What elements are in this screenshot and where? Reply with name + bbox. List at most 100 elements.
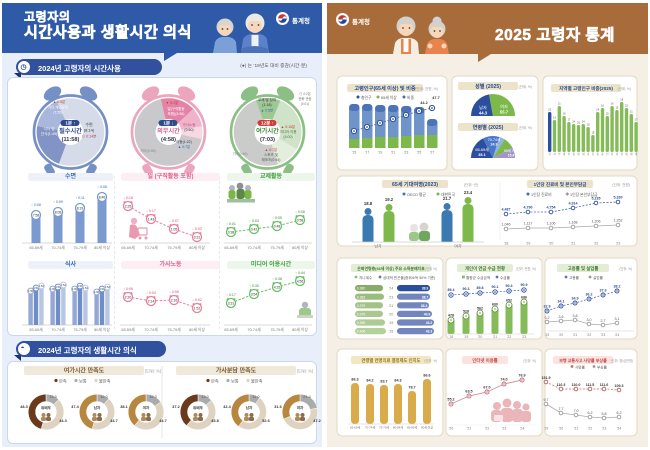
svg-text:(11:58): (11:58) (62, 137, 80, 143)
svg-text:제: 제 (625, 152, 628, 156)
svg-text:실업률: 실업률 (593, 275, 604, 280)
svg-text:남자: 남자 (479, 104, 487, 111)
svg-text:18: 18 (591, 131, 594, 135)
svg-text:32.9: 32.9 (544, 305, 551, 309)
svg-text:3:31: 3:31 (228, 302, 235, 306)
svg-text:'18: '18 (389, 330, 394, 334)
svg-text:전: 전 (549, 152, 552, 156)
svg-text:(단위: 명/십만명): (단위: 명/십만명) (611, 358, 633, 363)
svg-text:65-69세: 65-69세 (350, 425, 360, 430)
svg-text:교제 및 참여: 교제 및 참여 (258, 97, 276, 102)
svg-text:16: 16 (601, 104, 604, 108)
svg-text:18.8: 18.8 (364, 201, 373, 206)
svg-text:(단위: 년): (단위: 년) (464, 182, 478, 187)
svg-text:경: 경 (621, 152, 624, 156)
svg-text:80세 이상: 80세 이상 (292, 327, 308, 332)
svg-text:85세 이상: 85세 이상 (504, 148, 518, 153)
svg-text:⊙ 0:2분: ⊙ 0:2분 (299, 91, 311, 96)
svg-text:부상률: 부상률 (597, 364, 608, 369)
svg-text:(단위: 천원): (단위: 천원) (612, 182, 630, 187)
svg-text:(단위: %): (단위: %) (523, 358, 536, 363)
svg-text:의무시간: 의무시간 (157, 127, 180, 135)
svg-text:전: 전 (606, 152, 609, 156)
svg-text:남자: 남자 (246, 405, 253, 410)
svg-text:(0:50): (0:50) (184, 128, 193, 132)
svg-text:15.3: 15.3 (149, 395, 156, 399)
svg-text:0:42: 0:42 (251, 228, 258, 232)
svg-text:경: 경 (587, 152, 590, 156)
svg-text:75-79세: 75-79세 (167, 327, 181, 332)
svg-text:↓ 0:06: ↓ 0:06 (169, 290, 179, 294)
svg-text:1분 ↓: 1분 ↓ (163, 121, 173, 127)
svg-text:↑ 0:30: ↑ 0:30 (249, 284, 259, 288)
svg-text:'18: '18 (449, 335, 454, 339)
svg-text:간식(1:49): 간식(1:49) (41, 131, 57, 136)
svg-text:151.9: 151.9 (542, 376, 551, 380)
svg-text:65-69세: 65-69세 (121, 245, 135, 250)
svg-text:3.6: 3.6 (559, 315, 564, 319)
svg-text:70-74세: 70-74세 (144, 327, 158, 332)
svg-text:(단위: %): (단위: %) (424, 358, 437, 363)
svg-text:2:25: 2:25 (125, 205, 132, 209)
svg-text:47.4: 47.4 (71, 405, 79, 409)
svg-text:65세 이상: 65세 이상 (381, 95, 397, 100)
svg-text:상대적 빈곤율(중위소득 50% 기준): 상대적 빈곤율(중위소득 50% 기준) (383, 275, 435, 280)
svg-text:여자: 여자 (297, 405, 304, 410)
svg-text:인: 인 (568, 152, 571, 156)
svg-text:9.7: 9.7 (544, 398, 549, 402)
svg-text:65-69세: 65-69세 (29, 327, 43, 332)
svg-text:▲ 0:7분: ▲ 0:7분 (265, 147, 278, 152)
svg-text:제: 제 (630, 152, 633, 156)
svg-text:(단위: 천원, %): (단위: 천원, %) (516, 266, 536, 271)
svg-text:652: 652 (506, 299, 512, 303)
svg-text:21: 21 (630, 110, 633, 114)
svg-text:0.376: 0.376 (357, 313, 366, 317)
svg-text:'23: '23 (601, 333, 606, 337)
svg-text:'21: '21 (571, 242, 576, 246)
svg-text:80세 이상: 80세 이상 (189, 327, 205, 332)
svg-text:43.3: 43.3 (426, 330, 433, 334)
svg-text:(단위: %): (단위: %) (619, 266, 632, 271)
svg-text:24: 24 (596, 108, 599, 112)
svg-text:528: 528 (463, 310, 469, 314)
svg-text:제: 제 (635, 152, 638, 156)
svg-text:여가시간: 여가시간 (256, 127, 279, 135)
svg-text:1:52: 1:52 (61, 283, 67, 287)
svg-text:1인당 진료비: 1인당 진료비 (531, 192, 552, 197)
svg-text:성별 (2025): 성별 (2025) (475, 82, 501, 90)
svg-text:25: 25 (577, 121, 580, 125)
svg-text:562: 562 (477, 307, 483, 311)
svg-text:86.6: 86.6 (423, 374, 430, 378)
svg-text:17: 17 (567, 118, 570, 122)
svg-text:대한민국: 대한민국 (441, 192, 455, 197)
svg-text:84.2: 84.2 (366, 379, 373, 383)
svg-text:↑ 0:03: ↑ 0:03 (249, 219, 259, 223)
svg-text:만족: 만족 (59, 377, 67, 384)
svg-text:⊙ 0:14분: ⊙ 0:14분 (82, 134, 98, 139)
svg-text:696: 696 (521, 296, 527, 300)
svg-text:남자: 남자 (374, 243, 382, 249)
svg-text:1:43: 1:43 (148, 218, 155, 222)
svg-text:고령인구(65세 이상) 및 비중: 고령인구(65세 이상) 및 비중 (354, 84, 416, 92)
svg-text:기타 개인유지: 기타 개인유지 (48, 105, 68, 110)
svg-text:'20: '20 (389, 313, 394, 317)
svg-text:70-74세: 70-74세 (51, 245, 65, 250)
svg-text:1인당 본인부담금: 1인당 본인부담금 (570, 192, 598, 197)
svg-text:(단위: %): (단위: %) (519, 84, 532, 89)
svg-text:8:08: 8:08 (55, 211, 62, 215)
svg-text:1,206: 1,206 (592, 220, 601, 224)
svg-text:34.9: 34.9 (572, 297, 579, 301)
svg-text:22: 22 (548, 108, 551, 112)
svg-text:↑ 0:44: ↑ 0:44 (295, 271, 305, 275)
svg-text:(1:18): (1:18) (262, 103, 271, 107)
svg-text:31.6: 31.6 (274, 405, 281, 409)
svg-text:75-79세: 75-79세 (270, 245, 284, 250)
svg-text:'23: '23 (522, 335, 527, 339)
svg-text:'21: '21 (493, 335, 498, 339)
svg-text:가사노동: 가사노동 (183, 122, 197, 127)
svg-text:70-74세: 70-74세 (488, 137, 501, 142)
svg-text:1:52: 1:52 (105, 285, 111, 289)
svg-text:충: 충 (601, 152, 604, 156)
svg-text:'21: '21 (467, 427, 472, 431)
svg-text:0.406: 0.406 (357, 330, 366, 334)
